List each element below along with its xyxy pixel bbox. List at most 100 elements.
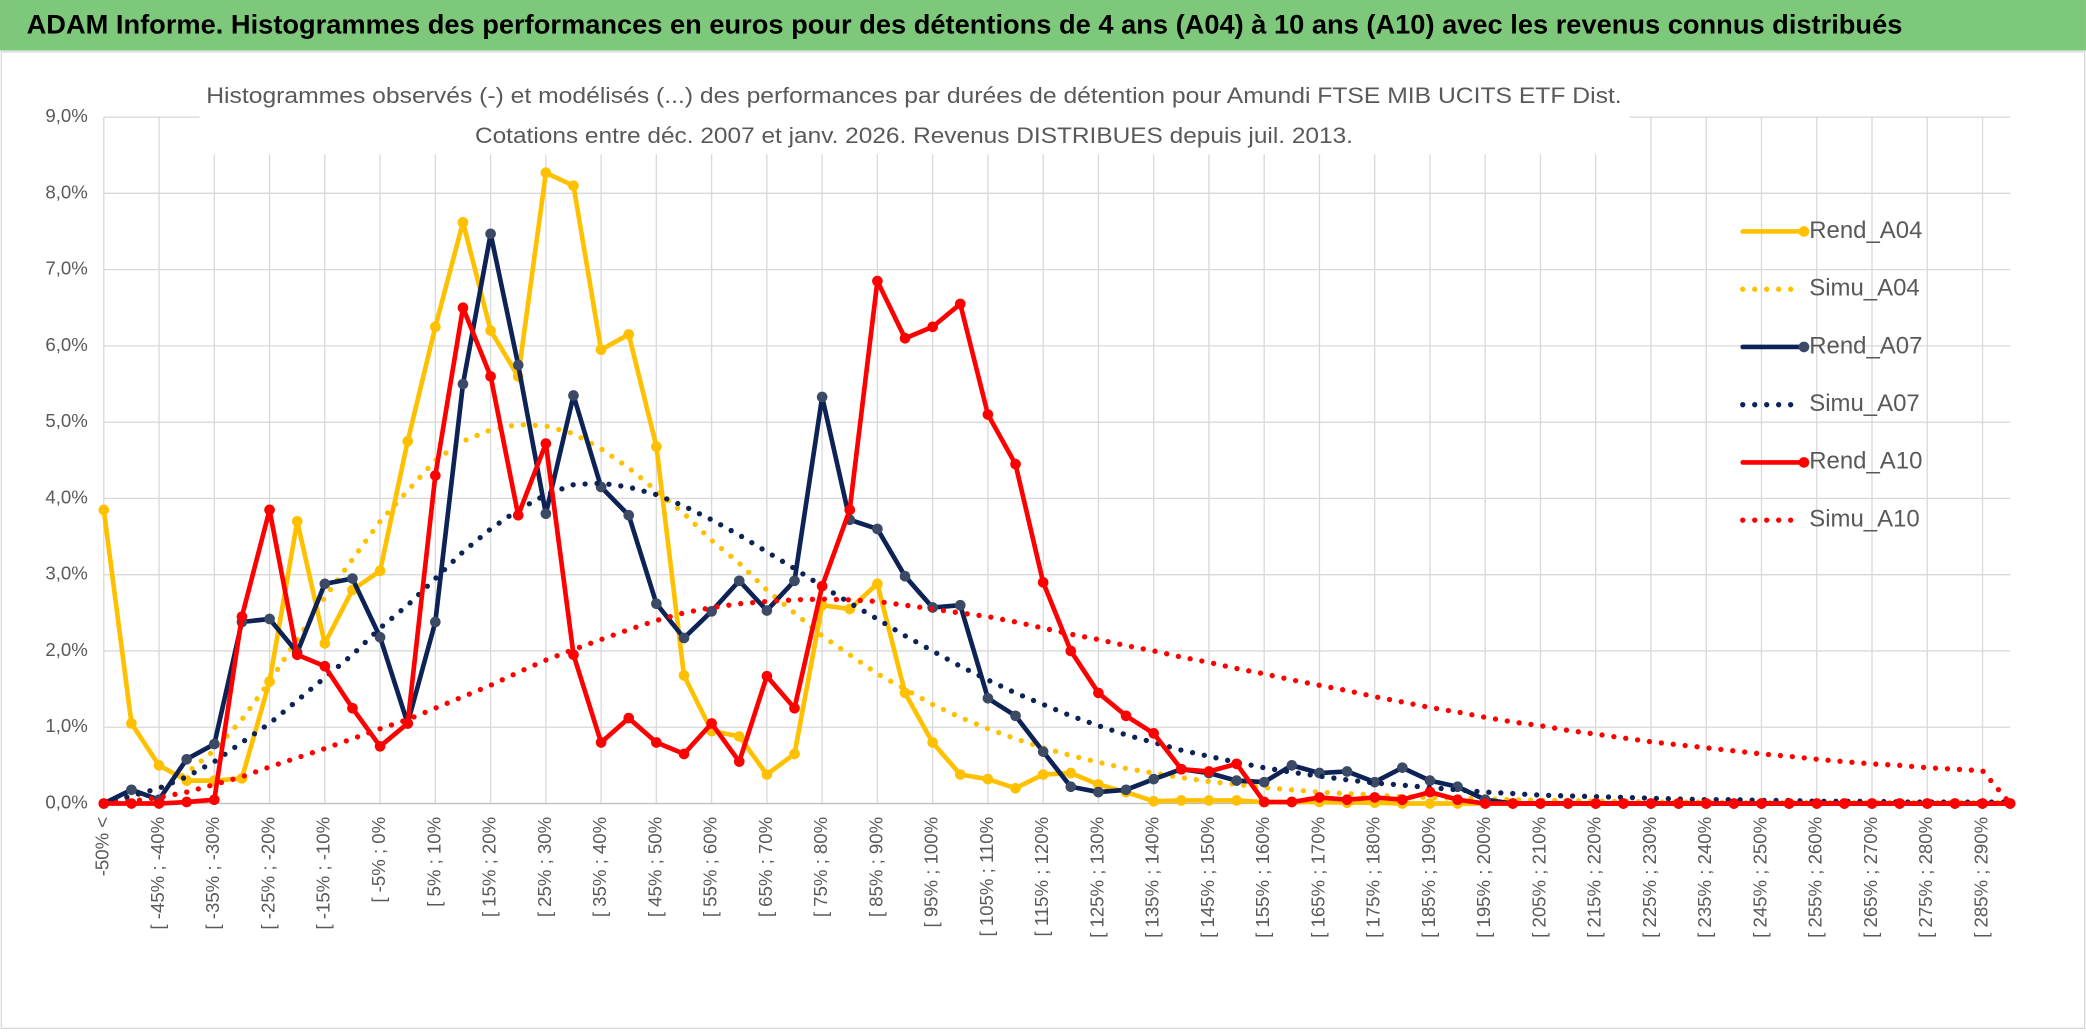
data-point <box>954 599 966 611</box>
data-point <box>1286 796 1298 808</box>
data-point <box>1231 775 1242 786</box>
y-tick-label: 2,0% <box>45 639 87 660</box>
data-point <box>1397 762 1408 773</box>
data-point <box>347 702 358 714</box>
data-point <box>1065 767 1077 779</box>
x-tick-label: [ 265% ; 270% <box>1860 817 1881 938</box>
data-point <box>1728 798 1740 809</box>
data-point <box>1921 798 1933 809</box>
legend: Rend_A04 Simu_A04 Rend_A07 Simu_A07 Rend_A10… <box>1740 217 1922 532</box>
data-point <box>1479 798 1491 809</box>
data-point <box>982 409 994 420</box>
data-point <box>291 515 303 527</box>
y-tick-label: 6,0% <box>45 334 87 355</box>
x-tick-label: [ -45% ; -40% <box>147 817 168 930</box>
data-point <box>1369 792 1381 803</box>
data-point <box>651 441 662 452</box>
data-point <box>651 598 662 610</box>
data-point <box>430 470 441 481</box>
data-point <box>208 738 220 750</box>
data-point <box>706 718 717 729</box>
data-point <box>512 359 524 371</box>
y-tick-label: 5,0% <box>45 410 87 431</box>
data-point <box>1452 794 1463 806</box>
data-point <box>1148 773 1159 785</box>
data-point <box>1783 798 1795 809</box>
data-point <box>540 438 552 449</box>
data-point <box>1756 798 1767 809</box>
data-point <box>678 670 690 681</box>
data-point <box>1010 710 1021 722</box>
data-point <box>402 435 414 447</box>
x-tick-label: [ 15% ; 20% <box>479 817 500 917</box>
data-point <box>1093 786 1104 798</box>
data-point <box>126 718 137 729</box>
x-tick-label: [ 25% ; 30% <box>534 817 555 917</box>
y-tick-label: 0,0% <box>45 791 87 812</box>
data-point <box>568 390 579 401</box>
data-point <box>899 570 911 582</box>
x-tick-label: [ 155% ; 160% <box>1252 817 1273 938</box>
data-point <box>319 578 331 590</box>
data-point <box>374 631 386 643</box>
data-point <box>678 748 690 760</box>
y-tick-label: 8,0% <box>45 181 87 202</box>
x-tick-label: [ 95% ; 100% <box>921 817 942 928</box>
data-point <box>761 670 773 682</box>
x-tick-label: [ 235% ; 240% <box>1694 817 1715 938</box>
x-tick-label: [ 45% ; 50% <box>644 817 665 917</box>
legend-label: Rend_A10 <box>1809 448 1922 475</box>
data-point <box>1203 766 1215 777</box>
series-line <box>101 480 2013 807</box>
data-point <box>954 298 966 310</box>
data-point <box>153 760 165 771</box>
data-point <box>1424 775 1436 786</box>
x-tick-label: -50% < <box>92 817 113 876</box>
data-point <box>1231 758 1242 770</box>
data-point <box>1949 798 1961 809</box>
x-tick-label: [ 255% ; 260% <box>1805 817 1826 938</box>
data-point <box>982 692 994 704</box>
data-point <box>595 737 607 748</box>
data-point <box>1341 766 1353 777</box>
data-point <box>1700 798 1712 809</box>
data-point <box>1065 781 1077 793</box>
x-tick-label: [ 165% ; 170% <box>1307 817 1328 938</box>
data-point <box>485 371 496 382</box>
x-tick-label: [ 195% ; 200% <box>1473 817 1494 938</box>
data-point <box>374 565 386 577</box>
series-line <box>101 278 2013 806</box>
x-tick-label: [ 225% ; 230% <box>1639 817 1660 938</box>
data-point <box>954 769 966 780</box>
data-point <box>761 605 773 616</box>
data-point <box>899 332 911 344</box>
x-tick-label: [ 75% ; 80% <box>810 817 831 917</box>
title-backdrop <box>199 77 1630 155</box>
data-point <box>181 796 192 808</box>
data-point <box>761 769 773 780</box>
data-point <box>844 504 856 516</box>
data-point <box>1314 792 1325 803</box>
legend-marker <box>1798 341 1810 353</box>
x-tick-label: [ 5% ; 10% <box>423 817 444 907</box>
data-point <box>181 753 192 765</box>
data-point <box>789 575 800 587</box>
data-point <box>291 649 303 661</box>
data-point <box>706 605 717 617</box>
data-point <box>1894 798 1905 809</box>
x-tick-label: [ 175% ; 180% <box>1363 817 1384 938</box>
data-point <box>623 509 635 521</box>
data-point <box>623 329 635 340</box>
data-point <box>816 391 828 403</box>
x-tick-label: [ 215% ; 220% <box>1584 817 1605 938</box>
data-point <box>733 731 745 742</box>
data-point <box>1618 798 1629 809</box>
legend-label: Simu_A10 <box>1809 505 1919 532</box>
x-tick-label: [ 105% ; 110% <box>976 817 997 937</box>
data-point <box>816 580 828 592</box>
data-point <box>1010 782 1021 794</box>
data-point <box>678 632 690 644</box>
data-point <box>1093 687 1104 699</box>
x-tick-label: [ -35% ; -30% <box>202 817 223 930</box>
data-point <box>1590 798 1602 809</box>
